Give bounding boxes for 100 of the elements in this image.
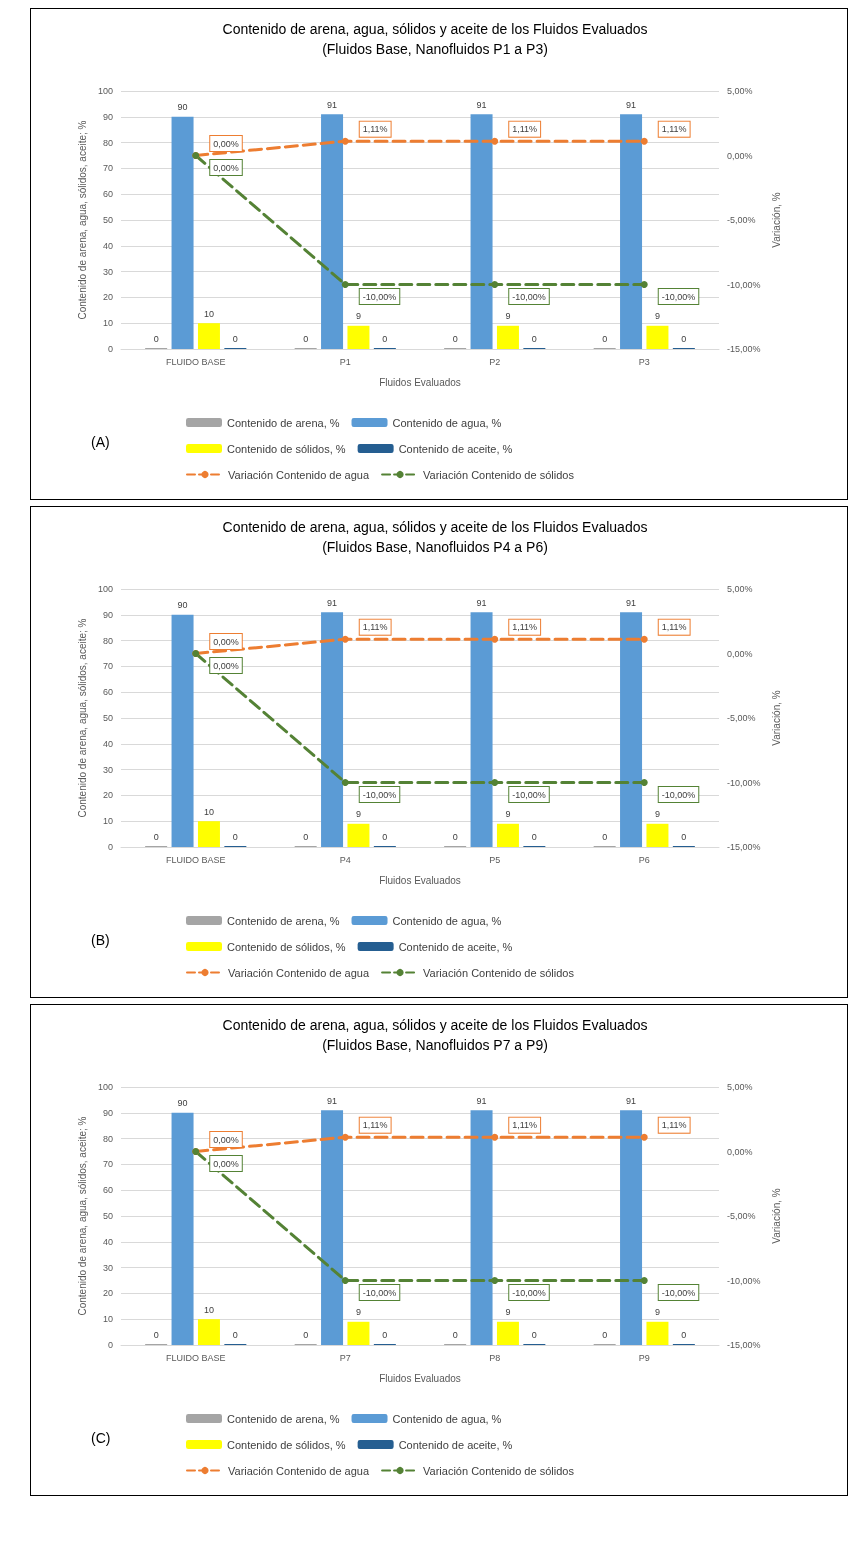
data-label: 91 <box>476 99 487 110</box>
chart-subtitle: (Fluidos Base, Nanofluidos P7 a P9) <box>322 1037 548 1053</box>
y2-tick-label: 5,00% <box>727 86 753 96</box>
data-label: 0 <box>602 831 608 842</box>
bar <box>347 325 370 349</box>
y2-tick-label: -15,00% <box>727 842 761 852</box>
y2-tick-label: -15,00% <box>727 344 761 354</box>
legend-label: Contenido de aceite, % <box>398 442 513 455</box>
point <box>341 635 349 643</box>
data-label: 9 <box>654 809 660 820</box>
x-tick-label: FLUIDO BASE <box>165 854 226 865</box>
y2-tick-label: -5,00% <box>727 713 756 723</box>
y-tick-label: 0 <box>107 1340 113 1350</box>
data-label: 0 <box>452 1329 458 1340</box>
data-label: 0 <box>681 831 687 842</box>
data-label: 0,00% <box>213 1134 239 1145</box>
data-label: 0 <box>303 1329 309 1340</box>
y-tick-label: 70 <box>102 163 113 174</box>
x-axis-title: Fluidos Evaluados <box>379 376 461 388</box>
legend-label: Contenido de arena, % <box>227 914 340 927</box>
legend-label: Variación Contenido de agua <box>228 966 370 979</box>
legend-label: Contenido de agua, % <box>392 914 502 927</box>
data-label: 0 <box>681 1329 687 1340</box>
point <box>491 779 499 786</box>
y-tick-label: 0 <box>107 344 113 354</box>
data-label: 0 <box>303 333 309 344</box>
bar <box>496 1321 519 1345</box>
bar <box>197 323 220 349</box>
point <box>640 779 648 786</box>
data-label: 0 <box>303 831 309 842</box>
bar <box>347 823 370 847</box>
bar <box>646 823 669 847</box>
data-label: 1,11% <box>512 1120 538 1131</box>
y-tick-label: 40 <box>102 240 113 251</box>
data-label: 0,00% <box>213 1158 239 1169</box>
bar <box>321 612 344 847</box>
y-tick-label: 100 <box>97 86 113 96</box>
data-label: 0 <box>531 1329 537 1340</box>
bar <box>321 1110 344 1345</box>
point <box>491 137 499 145</box>
data-label: 1,11% <box>512 124 538 135</box>
bar <box>347 1321 370 1345</box>
x-tick-label: P1 <box>339 356 351 367</box>
data-label: -10,00% <box>362 1287 397 1298</box>
data-label: 1,11% <box>661 1120 687 1131</box>
bar <box>197 821 220 847</box>
data-label: 1,11% <box>512 622 538 633</box>
bar <box>470 114 493 349</box>
y-axis-title: Contenido de arena, agua, sólidos, aceite; % <box>76 120 88 320</box>
data-label: 1,11% <box>362 1120 388 1131</box>
y-axis-title: Contenido de arena, agua, sólidos, aceite; % <box>76 618 88 818</box>
data-label: 91 <box>626 99 637 110</box>
point <box>640 1133 648 1141</box>
data-label: 9 <box>355 311 361 322</box>
point <box>491 281 499 288</box>
y2-tick-label: -15,00% <box>727 1340 761 1350</box>
y-tick-label: 30 <box>102 1262 113 1273</box>
point <box>341 1133 349 1141</box>
y-tick-label: 40 <box>102 738 113 749</box>
data-label: 1,11% <box>661 622 687 633</box>
y-tick-label: 90 <box>102 609 113 620</box>
data-label: 0 <box>232 831 238 842</box>
chart-title: Contenido de arena, agua, sólidos y aceite de los Fluidos Evaluados <box>222 519 648 535</box>
data-label: 0 <box>382 831 388 842</box>
y-tick-label: 100 <box>97 584 113 594</box>
text: (C) <box>91 1430 111 1446</box>
y2-axis-title: Variación, % <box>770 1188 782 1244</box>
y-tick-label: 60 <box>102 189 113 200</box>
y2-tick-label: 0,00% <box>727 1146 753 1157</box>
legend-label: Contenido de sólidos, % <box>227 940 346 953</box>
legend-label: Variación Contenido de agua <box>228 468 370 481</box>
data-label: 91 <box>327 1095 338 1106</box>
y2-tick-label: 5,00% <box>727 1082 753 1092</box>
y-tick-label: 30 <box>102 764 113 775</box>
y2-tick-label: -5,00% <box>727 215 756 225</box>
legend-label: Variación Contenido de sólidos <box>423 966 575 979</box>
y-tick-label: 90 <box>102 111 113 122</box>
bar <box>171 614 194 847</box>
data-label: 1,11% <box>362 622 388 633</box>
y-tick-label: 80 <box>102 635 113 646</box>
y-tick-label: 90 <box>102 1107 113 1118</box>
y2-tick-label: -10,00% <box>727 777 761 788</box>
bar <box>171 116 194 349</box>
bar <box>620 114 643 349</box>
data-label: 91 <box>327 99 338 110</box>
y-tick-label: 10 <box>102 816 113 827</box>
y2-tick-label: 0,00% <box>727 150 753 161</box>
y-axis-title: Contenido de arena, agua, sólidos, aceite; % <box>76 1116 88 1316</box>
y-tick-label: 50 <box>102 215 113 225</box>
chart-title: Contenido de arena, agua, sólidos y aceite de los Fluidos Evaluados <box>222 21 648 37</box>
x-tick-label: P4 <box>339 854 351 865</box>
bar <box>496 823 519 847</box>
bar <box>646 325 669 349</box>
point <box>491 1133 499 1141</box>
data-label: 0 <box>232 333 238 344</box>
point <box>341 137 349 145</box>
legend-label: Contenido de aceite, % <box>398 940 513 953</box>
y2-axis-title: Variación, % <box>770 192 782 248</box>
data-label: 1,11% <box>362 124 388 135</box>
y-tick-label: 60 <box>102 1185 113 1196</box>
